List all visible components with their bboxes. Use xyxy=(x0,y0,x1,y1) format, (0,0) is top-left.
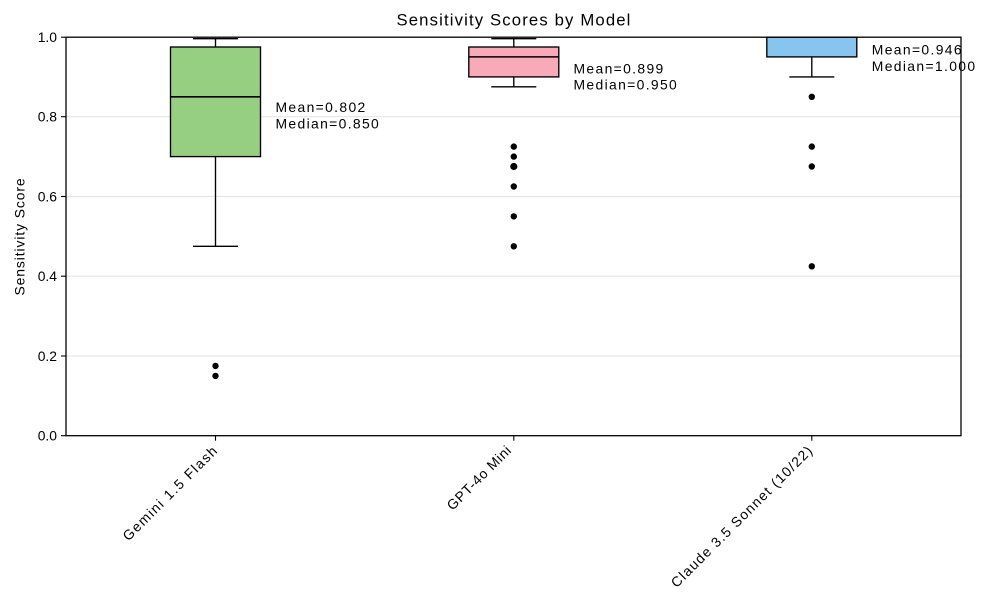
svg-text:Sensitivity Scores by Model: Sensitivity Scores by Model xyxy=(396,10,631,29)
svg-text:Sensitivity Score: Sensitivity Score xyxy=(12,178,28,296)
svg-text:1.0: 1.0 xyxy=(38,29,58,45)
svg-text:Mean=0.899: Mean=0.899 xyxy=(574,60,665,76)
svg-text:Claude 3.5 Sonnet (10/22): Claude 3.5 Sonnet (10/22) xyxy=(667,442,816,591)
svg-text:Mean=0.802: Mean=0.802 xyxy=(276,99,367,115)
svg-text:0.8: 0.8 xyxy=(38,109,58,125)
svg-text:Median=0.850: Median=0.850 xyxy=(276,115,381,131)
svg-text:Mean=0.946: Mean=0.946 xyxy=(872,42,963,58)
svg-text:0.0: 0.0 xyxy=(38,428,58,444)
svg-text:Median=0.950: Median=0.950 xyxy=(574,77,679,93)
svg-text:0.2: 0.2 xyxy=(38,348,58,364)
svg-text:0.6: 0.6 xyxy=(38,188,58,204)
svg-text:0.4: 0.4 xyxy=(38,268,58,284)
svg-text:GPT-4o Mini: GPT-4o Mini xyxy=(443,442,514,513)
svg-text:Gemini 1.5 Flash: Gemini 1.5 Flash xyxy=(119,442,221,544)
svg-text:Median=1.000: Median=1.000 xyxy=(872,58,977,74)
